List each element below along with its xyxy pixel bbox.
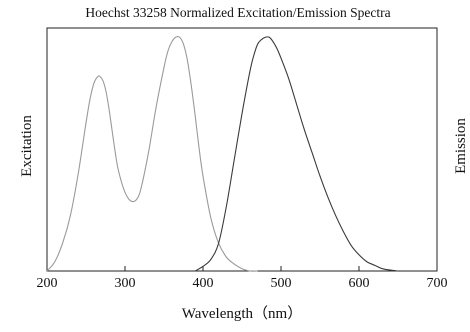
series-group [46,35,399,272]
x-tick-label-600: 600 [349,276,370,291]
excitation-curve [46,35,258,272]
plot-frame [46,27,438,272]
chart-title: Hoechst 33258 Normalized Excitation/Emis… [85,5,390,20]
x-tick-label-200: 200 [37,276,58,291]
x-tick-label-300: 300 [115,276,136,291]
x-tick-label-500: 500 [271,276,292,291]
y-axis-title-excitation: Excitation [19,115,35,177]
x-axis-title: Wavelength（nm） [182,305,302,322]
x-axis-tick-labels: 200 300 400 500 600 700 [37,276,448,291]
x-tick-label-700: 700 [427,276,448,291]
y-axis-title-emission: Emission [453,118,469,174]
emission-curve [194,36,399,272]
x-tick-label-400: 400 [193,276,214,291]
x-axis-ticks [46,266,438,271]
